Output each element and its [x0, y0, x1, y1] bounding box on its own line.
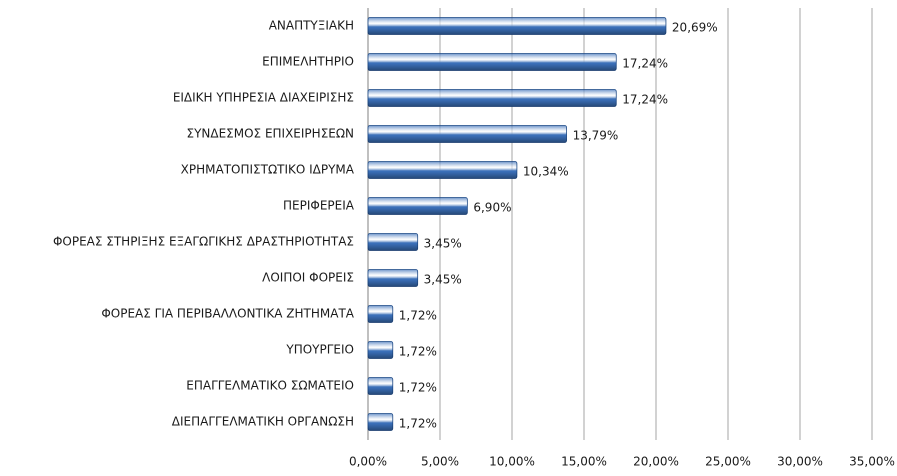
bar-shade: [368, 413, 393, 431]
value-label: 13,79%: [573, 129, 619, 143]
bar-shade: [368, 197, 468, 215]
bar-shade: [368, 305, 393, 323]
y-tick-label: ΑΝΑΠΤΥΞΙΑΚΗ: [269, 19, 354, 33]
y-tick-label: ΛΟΙΠΟΙ ΦΟΡΕΙΣ: [262, 271, 354, 285]
bar-shade: [368, 341, 393, 359]
value-label: 1,72%: [399, 417, 437, 431]
x-tick-label: 0,00%: [349, 455, 387, 469]
value-label: 1,72%: [399, 345, 437, 359]
value-label: 10,34%: [523, 165, 569, 179]
x-tick-label: 5,00%: [421, 455, 459, 469]
bar-shade: [368, 161, 517, 179]
value-label: 20,69%: [672, 21, 718, 35]
bar-shade: [368, 233, 418, 251]
y-tick-label: ΕΠΙΜΕΛΗΤΗΡΙΟ: [262, 55, 354, 69]
x-tick-label: 30,00%: [777, 455, 823, 469]
x-tick-label: 35,00%: [849, 455, 895, 469]
y-tick-label: ΧΡΗΜΑΤΟΠΙΣΤΩΤΙΚΟ ΙΔΡΥΜΑ: [181, 163, 355, 177]
value-label: 1,72%: [399, 309, 437, 323]
bar-shade: [368, 17, 666, 35]
bar-shade: [368, 89, 617, 107]
y-tick-label: ΔΙΕΠΑΓΓΕΛΜΑΤΙΚΗ ΟΡΓΑΝΩΣΗ: [172, 415, 354, 429]
y-tick-label: ΕΙΔΙΚΗ ΥΠΗΡΕΣΙΑ ΔΙΑΧΕΙΡΙΣΗΣ: [173, 91, 354, 105]
y-tick-label: ΦΟΡΕΑΣ ΓΙΑ ΠΕΡΙΒΑΛΛΟΝΤΙΚΑ ΖΗΤΗΜΑΤΑ: [101, 307, 354, 321]
y-tick-label: ΕΠΑΓΓΕΛΜΑΤΙΚΟ ΣΩΜΑΤΕΙΟ: [186, 379, 354, 393]
value-label: 17,24%: [622, 57, 668, 71]
x-tick-label: 10,00%: [489, 455, 535, 469]
y-tick-label: ΣΥΝΔΕΣΜΟΣ ΕΠΙΧΕΙΡΗΣΕΩΝ: [186, 127, 354, 141]
value-label: 6,90%: [473, 201, 511, 215]
bar-shade: [368, 53, 617, 71]
y-tick-label: ΦΟΡΕΑΣ ΣΤΗΡΙΞΗΣ ΕΞΑΓΩΓΙΚΗΣ ΔΡΑΣΤΗΡΙΟΤΗΤΑ…: [53, 235, 354, 249]
x-tick-label: 20,00%: [633, 455, 679, 469]
value-label: 17,24%: [622, 93, 668, 107]
bar-shade: [368, 377, 393, 395]
y-tick-label: ΠΕΡΙΦΕΡΕΙΑ: [283, 199, 355, 213]
bar-shade: [368, 269, 418, 287]
x-tick-label: 25,00%: [705, 455, 751, 469]
value-label: 3,45%: [424, 273, 462, 287]
x-tick-label: 15,00%: [561, 455, 607, 469]
bar-shade: [368, 125, 567, 143]
y-tick-label: ΥΠΟΥΡΓΕΙΟ: [285, 343, 354, 357]
value-label: 3,45%: [424, 237, 462, 251]
value-label: 1,72%: [399, 381, 437, 395]
